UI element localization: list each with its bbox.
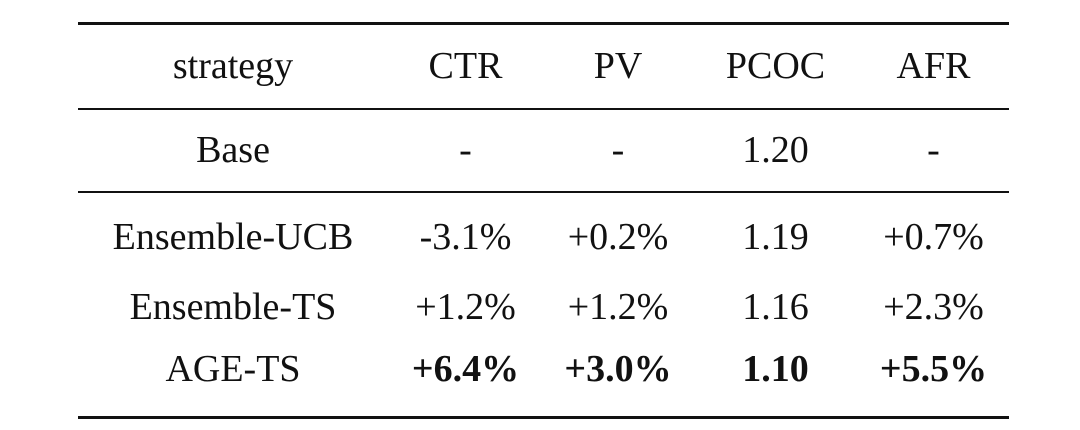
results-table: strategy CTR PV PCOC AFR Base - - 1.20 -… bbox=[78, 22, 1009, 419]
table-row-age-ts: AGE-TS +6.4% +3.0% 1.10 +5.5% bbox=[78, 337, 1009, 419]
cell-ctr: +1.2% bbox=[415, 285, 516, 328]
cell-afr: +0.7% bbox=[883, 216, 984, 258]
cell-ctr: - bbox=[388, 108, 543, 193]
header-afr: AFR bbox=[858, 22, 1009, 110]
cell-afr: +2.3% bbox=[883, 285, 984, 328]
cell-pcoc: 1.10 bbox=[693, 337, 858, 419]
table-row-ensemble-ts: Ensemble-TS +1.2% +1.2% 1.16 +2.3% bbox=[78, 276, 1009, 338]
header-pv: PV bbox=[543, 22, 693, 110]
cell-pcoc: 1.19 bbox=[742, 216, 809, 258]
cell-ctr: +6.4% bbox=[388, 337, 543, 419]
cell-strategy: AGE-TS bbox=[78, 337, 388, 419]
cell-pcoc: 1.16 bbox=[742, 285, 809, 328]
cell-pv: +1.2% bbox=[567, 285, 669, 328]
cell-afr: +5.5% bbox=[858, 337, 1009, 419]
table-row-ensemble-ucb: Ensemble-UCB -3.1% +0.2% 1.19 +0.7% bbox=[78, 192, 1009, 276]
cell-pv: - bbox=[543, 108, 693, 193]
table-header: strategy CTR PV PCOC AFR bbox=[78, 22, 1009, 110]
header-strategy: strategy bbox=[78, 22, 388, 110]
cell-pv: +3.0% bbox=[543, 337, 693, 419]
header-row: strategy CTR PV PCOC AFR bbox=[78, 22, 1009, 110]
cell-afr: - bbox=[858, 108, 1009, 193]
results-table-container: strategy CTR PV PCOC AFR Base - - 1.20 -… bbox=[78, 22, 1009, 419]
cell-strategy: Ensemble-UCB bbox=[112, 216, 354, 258]
table-body: Base - - 1.20 - Ensemble-UCB -3.1% +0.2%… bbox=[78, 108, 1009, 419]
cell-strategy: Ensemble-TS bbox=[129, 285, 337, 328]
cell-pv: +0.2% bbox=[567, 216, 669, 258]
cell-strategy: Base bbox=[78, 108, 388, 193]
table-row-base: Base - - 1.20 - bbox=[78, 108, 1009, 193]
cell-pcoc: 1.20 bbox=[693, 108, 858, 193]
cell-ctr: -3.1% bbox=[419, 216, 512, 258]
header-ctr: CTR bbox=[388, 22, 543, 110]
header-pcoc: PCOC bbox=[693, 22, 858, 110]
